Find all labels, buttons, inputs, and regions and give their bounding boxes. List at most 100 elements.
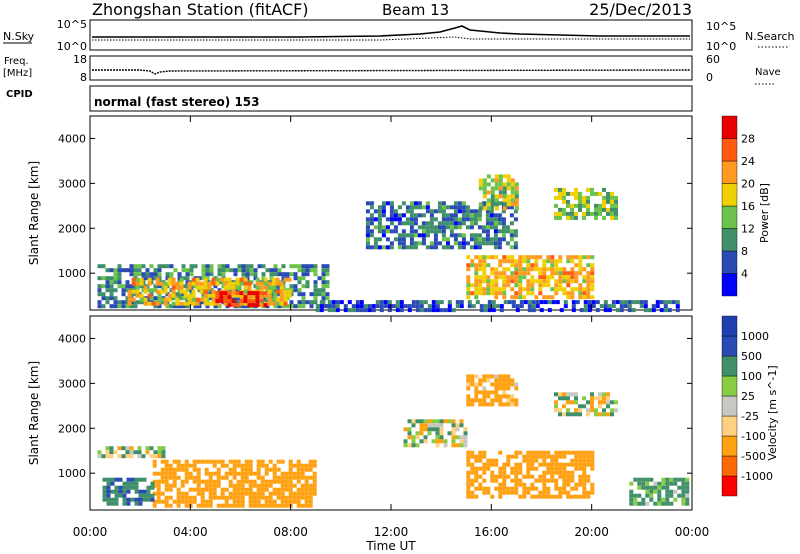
data-cell	[109, 280, 114, 285]
data-cell	[478, 482, 483, 487]
data-cell	[661, 485, 666, 490]
data-cell	[637, 493, 642, 498]
data-cell	[586, 279, 591, 284]
data-cell	[554, 203, 558, 208]
data-cell	[466, 382, 471, 387]
freq-tick-low: 8	[80, 71, 87, 84]
data-cell	[134, 481, 139, 486]
data-cell	[582, 494, 587, 499]
colorbar-swatch	[721, 395, 738, 417]
data-cell	[499, 308, 504, 313]
data-cell	[180, 499, 185, 504]
data-cell	[169, 272, 174, 277]
data-cell	[228, 483, 233, 488]
data-cell	[542, 267, 547, 272]
data-cell	[490, 494, 495, 499]
data-cell	[196, 491, 201, 496]
data-cell	[365, 221, 370, 226]
data-cell	[152, 499, 157, 504]
data-cell	[586, 408, 590, 413]
data-cell	[431, 439, 436, 444]
data-cell	[614, 400, 618, 405]
data-cell	[503, 300, 508, 305]
data-cell	[578, 203, 582, 208]
data-cell	[228, 471, 233, 476]
data-cell	[125, 454, 130, 459]
data-cell	[470, 470, 475, 475]
data-cell	[590, 287, 595, 292]
data-cell	[321, 264, 326, 269]
data-cell	[271, 297, 276, 302]
data-cell	[437, 205, 442, 210]
data-cell	[523, 300, 528, 305]
data-cell	[143, 289, 148, 294]
data-cell	[459, 443, 464, 448]
data-cell	[185, 280, 190, 285]
data-cell	[558, 412, 562, 417]
data-cell	[566, 295, 571, 300]
data-cell	[126, 497, 131, 502]
data-cell	[157, 446, 162, 451]
data-cell	[359, 300, 364, 305]
data-cell	[200, 459, 205, 464]
data-cell	[514, 490, 519, 495]
data-cell	[232, 483, 237, 488]
data-cell	[161, 284, 166, 289]
data-cell	[474, 279, 479, 284]
data-cell	[175, 281, 180, 286]
data-cell	[397, 245, 402, 250]
data-cell	[296, 459, 301, 464]
data-cell	[574, 466, 579, 471]
data-cell	[209, 296, 214, 301]
data-cell	[629, 497, 634, 502]
data-cell	[478, 283, 483, 288]
data-cell	[489, 209, 494, 214]
data-cell	[260, 463, 265, 468]
data-cell	[101, 454, 106, 459]
data-cell	[257, 264, 262, 269]
data-cell	[594, 191, 598, 196]
data-cell	[421, 233, 426, 238]
data-cell	[482, 263, 487, 268]
data-cell	[327, 304, 332, 309]
data-cell	[253, 268, 258, 273]
data-cell	[221, 272, 226, 277]
data-cell	[485, 237, 490, 242]
data-cell	[263, 285, 268, 290]
data-cell	[441, 237, 446, 242]
data-cell	[267, 285, 272, 290]
data-cell	[610, 191, 614, 196]
data-cell	[501, 209, 506, 214]
data-cell	[590, 267, 595, 272]
data-cell	[301, 304, 306, 309]
data-cell	[313, 292, 318, 297]
data-cell	[413, 245, 418, 250]
data-cell	[509, 229, 514, 234]
data-cell	[232, 495, 237, 500]
data-cell	[586, 283, 591, 288]
data-cell	[146, 485, 151, 490]
data-cell	[407, 427, 412, 432]
data-cell	[501, 221, 506, 226]
data-cell	[389, 201, 394, 206]
data-cell	[381, 201, 386, 206]
data-cell	[317, 288, 322, 293]
data-cell	[395, 304, 400, 309]
data-cell	[383, 304, 388, 309]
data-cell	[110, 489, 115, 494]
data-cell	[176, 491, 181, 496]
data-cell	[494, 382, 499, 387]
data-cell	[554, 482, 559, 487]
data-cell	[280, 495, 285, 500]
data-cell	[578, 494, 583, 499]
data-cell	[449, 245, 454, 250]
data-cell	[610, 203, 614, 208]
data-cell	[184, 479, 189, 484]
data-cell	[510, 182, 515, 187]
data-cell	[215, 301, 220, 306]
data-cell	[534, 295, 539, 300]
data-cell	[598, 211, 602, 216]
data-cell	[217, 304, 222, 309]
data-cell	[482, 267, 487, 272]
